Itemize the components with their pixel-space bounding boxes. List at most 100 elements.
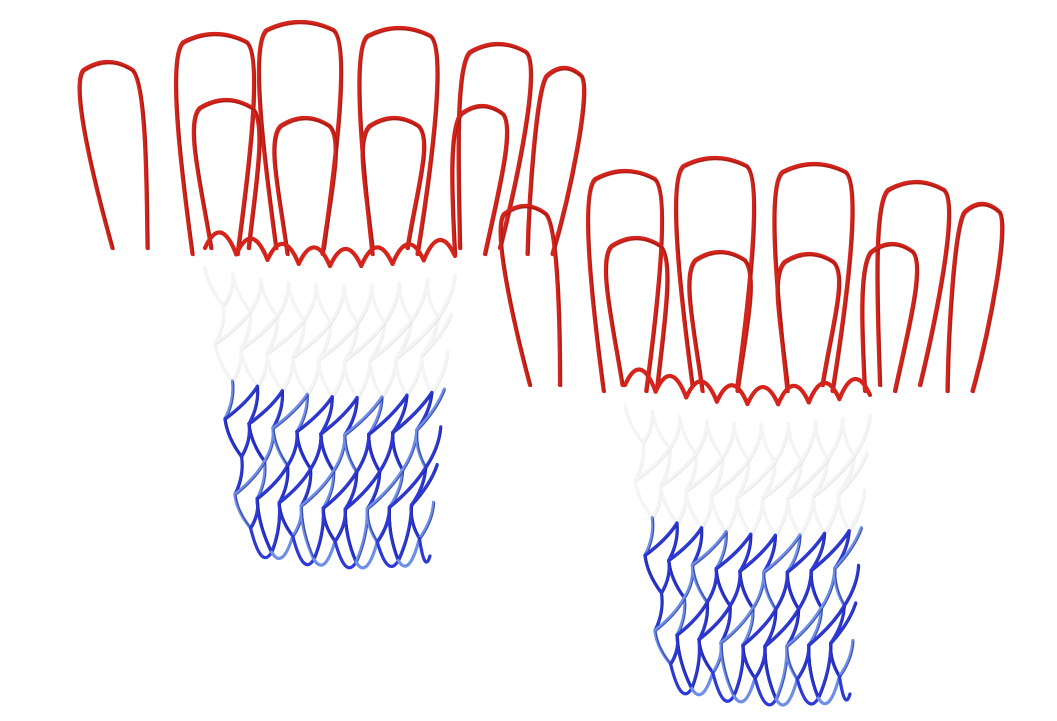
blue-strand xyxy=(247,389,284,426)
blue-strand xyxy=(343,469,382,511)
red-loop xyxy=(945,201,1005,394)
blue-strand-shadow xyxy=(369,395,409,436)
white-strand xyxy=(394,356,409,397)
red-loop xyxy=(191,97,262,251)
blue-strand-shadow xyxy=(669,528,704,562)
red-loop xyxy=(860,241,920,394)
red-loop xyxy=(498,203,563,388)
blue-strand-shadow xyxy=(345,471,382,511)
red-loop xyxy=(687,249,753,394)
blue-strand-shadow xyxy=(699,639,715,675)
blue-strand-shadow xyxy=(835,568,846,608)
white-strand xyxy=(239,314,279,351)
blue-strand-shadow xyxy=(765,646,778,701)
blue-strand-shadow xyxy=(809,605,846,647)
blue-strand xyxy=(424,425,443,470)
blue-strand-shadow xyxy=(839,640,855,678)
blue-strand xyxy=(643,516,655,557)
red-loop-shadow xyxy=(452,106,510,257)
blue-strand-shadow xyxy=(835,528,864,570)
white-strand xyxy=(342,321,386,363)
white-strand xyxy=(633,446,672,482)
blue-strand xyxy=(299,469,336,508)
blue-bottom-loop xyxy=(668,662,694,696)
white-strand xyxy=(397,281,413,323)
blue-strand-shadow xyxy=(809,645,820,700)
blue-strand-shadow xyxy=(655,630,673,666)
white-strand xyxy=(436,274,457,320)
blue-strand-shadow xyxy=(235,461,267,496)
blue-strand-shadow xyxy=(235,494,253,530)
red-loop xyxy=(450,103,510,257)
red-loop-shadow xyxy=(259,22,344,251)
red-loop-shadow xyxy=(176,34,257,257)
blue-strand-shadow xyxy=(345,509,358,564)
red-loop-shadow xyxy=(948,204,1005,394)
white-strand xyxy=(265,351,284,393)
blue-strand xyxy=(785,531,827,574)
blue-strand xyxy=(391,390,434,435)
blue-strand-shadow xyxy=(301,506,316,561)
white-strand xyxy=(735,495,753,536)
blue-bottom-loop xyxy=(837,674,852,702)
white-strand xyxy=(342,284,360,325)
red-rim-strand xyxy=(622,367,658,394)
red-rim-strand xyxy=(776,383,811,407)
red-rim-strand xyxy=(234,236,270,262)
blue-strand-shadow xyxy=(257,499,274,554)
blue-strand xyxy=(785,606,824,648)
white-strand xyxy=(291,355,309,396)
white-strand xyxy=(837,450,869,496)
white-strand xyxy=(841,417,856,458)
red-loop-shadow xyxy=(862,244,920,394)
white-strand xyxy=(847,488,866,533)
blue-strand-shadow xyxy=(716,534,753,571)
blue-strand xyxy=(387,465,428,509)
blue-strand-shadow xyxy=(699,606,732,641)
blue-strand-shadow xyxy=(345,435,359,474)
blue-strand xyxy=(233,459,267,496)
white-strand xyxy=(705,418,724,460)
blue-bottom-loop xyxy=(690,670,715,697)
blue-strand-shadow xyxy=(740,535,777,573)
blue-bottom-loop xyxy=(270,534,295,560)
blue-strand-shadow xyxy=(677,602,709,637)
red-loop-shadow xyxy=(80,62,150,251)
blue-bottom-loop xyxy=(732,676,757,704)
white-strand xyxy=(394,315,440,360)
blue-strand xyxy=(343,395,384,437)
red-rim-strand xyxy=(202,230,239,257)
blue-strand xyxy=(415,387,446,432)
blue-strand-shadow xyxy=(279,503,295,538)
blue-strand xyxy=(365,468,405,511)
red-rim-strand xyxy=(806,380,842,405)
white-strand xyxy=(759,422,777,463)
white-strand xyxy=(658,451,698,488)
white-strand xyxy=(852,413,872,458)
red-rim-strand xyxy=(745,385,781,407)
red-loop-shadow xyxy=(588,171,665,394)
blue-strand-shadow xyxy=(743,609,778,647)
blue-strand-shadow xyxy=(721,608,755,645)
white-strand xyxy=(316,321,360,362)
blue-strand-shadow xyxy=(765,609,801,648)
blue-strand xyxy=(223,379,235,421)
blue-strand-shadow xyxy=(323,508,337,543)
blue-strand xyxy=(719,606,755,645)
red-rim-strand xyxy=(327,246,364,269)
white-strand xyxy=(684,488,704,530)
red-rim-strand xyxy=(359,245,395,269)
blue-strand xyxy=(842,563,861,608)
blue-strand-shadow xyxy=(677,635,694,691)
white-strand xyxy=(213,341,235,383)
blue-strand xyxy=(223,384,259,421)
white-strand xyxy=(370,283,386,325)
white-strand xyxy=(786,496,802,537)
white-strand xyxy=(368,318,413,362)
red-loops xyxy=(77,19,587,269)
blue-strand-shadow xyxy=(645,523,679,557)
blue-strand-shadow xyxy=(273,394,309,430)
white-strand xyxy=(430,349,450,395)
blue-strand xyxy=(807,603,846,647)
blue-strand-shadow xyxy=(787,533,827,574)
